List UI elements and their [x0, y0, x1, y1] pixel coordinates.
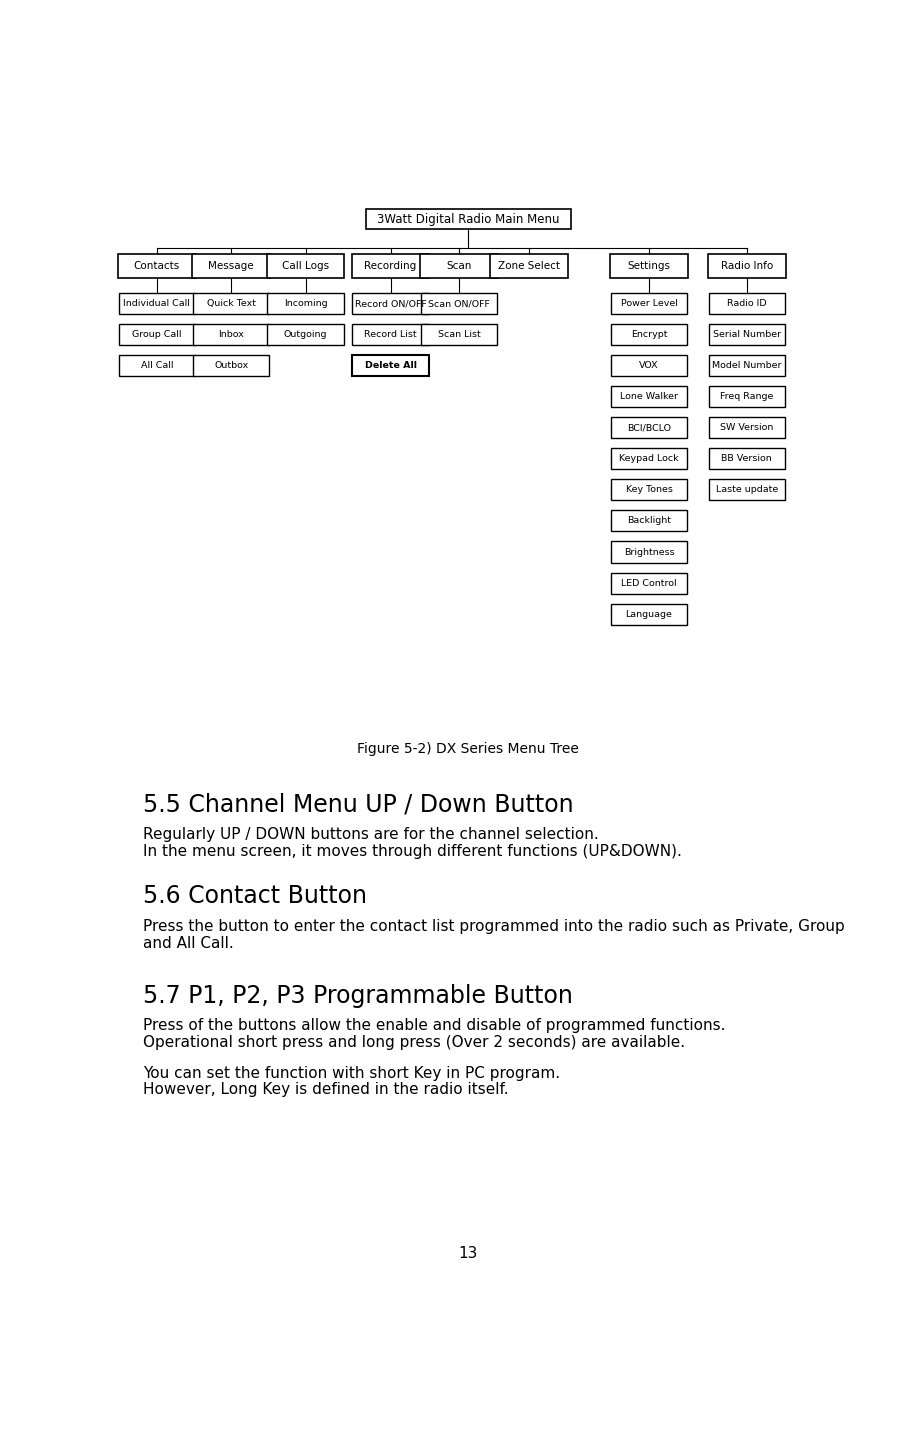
- Text: Brightness: Brightness: [623, 547, 675, 556]
- Text: Scan List: Scan List: [438, 330, 481, 340]
- FancyBboxPatch shape: [267, 253, 345, 278]
- Text: Record List: Record List: [364, 330, 417, 340]
- FancyBboxPatch shape: [708, 448, 785, 469]
- Text: Incoming: Incoming: [283, 300, 327, 308]
- Text: Quick Text: Quick Text: [207, 300, 256, 308]
- Text: Settings: Settings: [628, 261, 671, 271]
- Text: 5.6 Contact Button: 5.6 Contact Button: [143, 884, 367, 907]
- Text: Scan ON/OFF: Scan ON/OFF: [429, 300, 490, 308]
- Text: Backlight: Backlight: [627, 517, 671, 526]
- Text: and All Call.: and All Call.: [143, 936, 233, 950]
- Text: Keypad Lock: Keypad Lock: [620, 455, 679, 464]
- Text: However, Long Key is defined in the radio itself.: However, Long Key is defined in the radi…: [143, 1083, 508, 1097]
- Text: Outgoing: Outgoing: [283, 330, 327, 340]
- FancyBboxPatch shape: [708, 294, 785, 314]
- FancyBboxPatch shape: [611, 480, 687, 501]
- Text: All Call: All Call: [141, 361, 173, 370]
- Text: Recording: Recording: [365, 261, 417, 271]
- FancyBboxPatch shape: [420, 253, 498, 278]
- FancyBboxPatch shape: [421, 294, 497, 314]
- FancyBboxPatch shape: [708, 386, 785, 408]
- Text: 3Watt Digital Radio Main Menu: 3Watt Digital Radio Main Menu: [377, 213, 559, 226]
- Text: Message: Message: [208, 261, 254, 271]
- Text: SW Version: SW Version: [720, 423, 773, 432]
- Text: Zone Select: Zone Select: [497, 261, 559, 271]
- FancyBboxPatch shape: [611, 448, 687, 469]
- FancyBboxPatch shape: [267, 324, 344, 346]
- FancyBboxPatch shape: [611, 294, 687, 314]
- Text: Language: Language: [625, 609, 673, 619]
- Text: Group Call: Group Call: [132, 330, 182, 340]
- Text: You can set the function with short Key in PC program.: You can set the function with short Key …: [143, 1066, 559, 1080]
- Text: Model Number: Model Number: [712, 361, 781, 370]
- FancyBboxPatch shape: [708, 324, 785, 346]
- Text: Regularly UP / DOWN buttons are for the channel selection.: Regularly UP / DOWN buttons are for the …: [143, 827, 599, 842]
- FancyBboxPatch shape: [708, 418, 785, 438]
- FancyBboxPatch shape: [611, 324, 687, 346]
- Text: VOX: VOX: [639, 361, 659, 370]
- Text: Freq Range: Freq Range: [720, 392, 773, 402]
- Text: Call Logs: Call Logs: [282, 261, 329, 271]
- Text: Key Tones: Key Tones: [625, 485, 673, 494]
- Text: Radio ID: Radio ID: [727, 300, 767, 308]
- FancyBboxPatch shape: [119, 324, 195, 346]
- Text: Operational short press and long press (Over 2 seconds) are available.: Operational short press and long press (…: [143, 1034, 685, 1050]
- Text: LED Control: LED Control: [622, 579, 677, 588]
- FancyBboxPatch shape: [611, 386, 687, 408]
- Text: Radio Info: Radio Info: [720, 261, 773, 271]
- FancyBboxPatch shape: [119, 356, 195, 376]
- Text: BCI/BCLO: BCI/BCLO: [627, 423, 671, 432]
- FancyBboxPatch shape: [193, 324, 270, 346]
- FancyBboxPatch shape: [119, 294, 195, 314]
- Text: Figure 5-2) DX Series Menu Tree: Figure 5-2) DX Series Menu Tree: [357, 743, 579, 756]
- Text: BB Version: BB Version: [721, 455, 772, 464]
- Text: Press the button to enter the contact list programmed into the radio such as Pri: Press the button to enter the contact li…: [143, 919, 845, 935]
- Text: Power Level: Power Level: [621, 300, 677, 308]
- Text: Delete All: Delete All: [365, 361, 417, 370]
- Text: Scan: Scan: [447, 261, 472, 271]
- Text: Outbox: Outbox: [214, 361, 249, 370]
- FancyBboxPatch shape: [352, 294, 429, 314]
- Text: 13: 13: [459, 1247, 478, 1261]
- Text: Serial Number: Serial Number: [713, 330, 781, 340]
- Text: 5.5 Channel Menu UP / Down Button: 5.5 Channel Menu UP / Down Button: [143, 793, 573, 816]
- Text: In the menu screen, it moves through different functions (UP&DOWN).: In the menu screen, it moves through dif…: [143, 844, 682, 858]
- FancyBboxPatch shape: [193, 356, 270, 376]
- Text: Record ON/OFF: Record ON/OFF: [355, 300, 427, 308]
- FancyBboxPatch shape: [708, 480, 785, 501]
- FancyBboxPatch shape: [611, 573, 687, 593]
- FancyBboxPatch shape: [611, 356, 687, 376]
- FancyBboxPatch shape: [421, 324, 497, 346]
- FancyBboxPatch shape: [611, 510, 687, 531]
- FancyBboxPatch shape: [611, 253, 688, 278]
- Text: Press of the buttons allow the enable and disable of programmed functions.: Press of the buttons allow the enable an…: [143, 1018, 725, 1032]
- FancyBboxPatch shape: [611, 418, 687, 438]
- FancyBboxPatch shape: [366, 209, 571, 229]
- FancyBboxPatch shape: [352, 253, 430, 278]
- FancyBboxPatch shape: [193, 294, 270, 314]
- FancyBboxPatch shape: [707, 253, 786, 278]
- Text: Individual Call: Individual Call: [123, 300, 190, 308]
- FancyBboxPatch shape: [118, 253, 196, 278]
- Text: Encrypt: Encrypt: [631, 330, 667, 340]
- FancyBboxPatch shape: [708, 356, 785, 376]
- Text: Inbox: Inbox: [218, 330, 244, 340]
- Text: Lone Walker: Lone Walker: [620, 392, 678, 402]
- FancyBboxPatch shape: [192, 253, 271, 278]
- FancyBboxPatch shape: [611, 603, 687, 625]
- FancyBboxPatch shape: [611, 541, 687, 563]
- Text: 5.7 P1, P2, P3 Programmable Button: 5.7 P1, P2, P3 Programmable Button: [143, 984, 572, 1008]
- Text: Laste update: Laste update: [716, 485, 778, 494]
- FancyBboxPatch shape: [267, 294, 344, 314]
- FancyBboxPatch shape: [352, 356, 429, 376]
- Text: Contacts: Contacts: [133, 261, 180, 271]
- FancyBboxPatch shape: [490, 253, 568, 278]
- FancyBboxPatch shape: [352, 324, 429, 346]
